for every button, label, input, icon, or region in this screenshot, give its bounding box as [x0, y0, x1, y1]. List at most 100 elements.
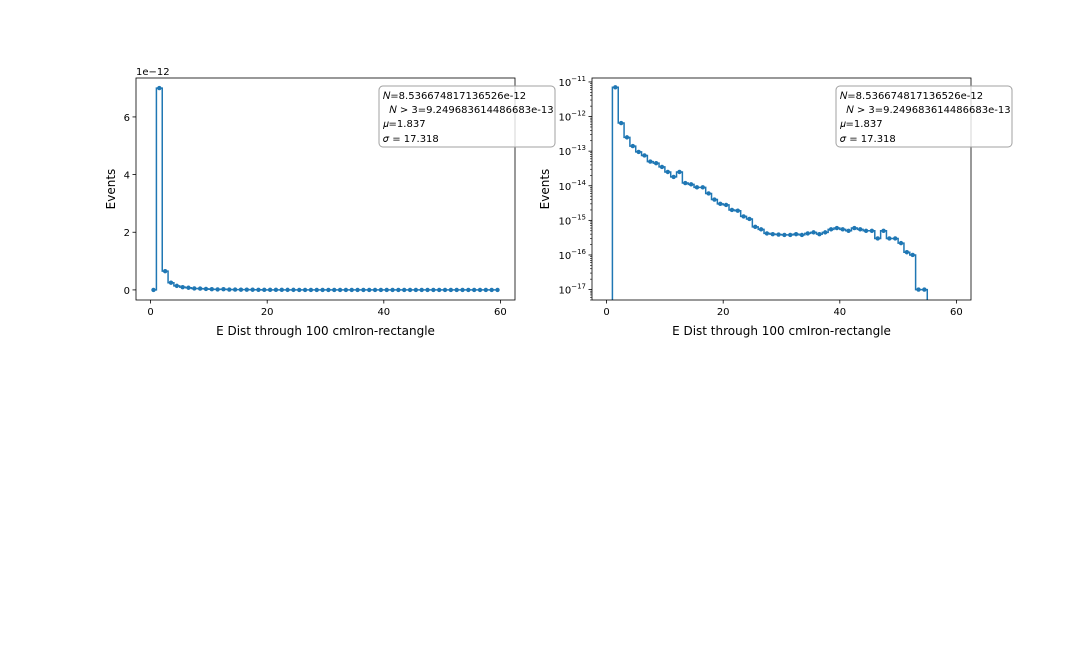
data-point: [618, 120, 624, 126]
data-point: [875, 236, 880, 241]
data-point: [677, 169, 682, 175]
data-point: [378, 287, 384, 293]
data-point: [683, 180, 688, 186]
stats-total-events: 𝑁=8.536674817136526e-12: [840, 91, 983, 102]
data-point: [788, 232, 793, 238]
data-point: [407, 287, 413, 293]
data-point: [764, 231, 770, 236]
data-point: [384, 287, 389, 293]
data-point: [460, 287, 465, 293]
data-point: [630, 143, 636, 149]
data-point: [753, 224, 758, 230]
data-point: [700, 185, 705, 190]
data-point: [390, 287, 395, 293]
data-point: [729, 207, 735, 213]
axes-frame: [135, 77, 516, 301]
stats-events-above-3: 𝑁 > 3=9.249683614486683e-13: [840, 105, 1011, 116]
data-point: [471, 287, 477, 293]
plot-area: [151, 85, 500, 293]
data-point: [747, 216, 752, 222]
data-point: [916, 287, 921, 292]
stats-box-frame: [378, 85, 556, 148]
data-point: [466, 287, 471, 293]
data-point: [723, 202, 729, 208]
data-point: [495, 287, 500, 293]
x-tick-label: 0: [603, 307, 609, 318]
stats-total-events: 𝑁=8.536674817136526e-12: [383, 91, 526, 102]
y-axis-label: Events: [538, 169, 552, 210]
data-point: [846, 228, 851, 233]
data-point: [151, 287, 156, 293]
data-point: [302, 287, 308, 293]
log-histogram-panel: 0 20 40 6010−1710−1610−1510−1410−1310−1210−…: [538, 75, 1013, 338]
data-point: [244, 287, 249, 292]
axis-ticks: 0 20 40 60 0 2 4 6: [124, 113, 507, 318]
stats-events-above-3: 𝑁 > 3=9.249683614486683e-13: [383, 105, 554, 116]
data-point: [893, 236, 898, 241]
data-point: [659, 164, 665, 170]
data-point: [805, 231, 810, 236]
data-point: [828, 227, 834, 232]
stats-box-frame: [835, 85, 1013, 148]
data-point: [297, 287, 302, 293]
data-point: [238, 287, 244, 292]
series-group: [151, 85, 500, 293]
data-point: [425, 287, 430, 293]
data-point: [232, 287, 238, 292]
data-point: [256, 287, 261, 292]
stats-mean: 𝜇=1.837: [840, 119, 883, 130]
data-point: [402, 287, 407, 293]
data-point: [688, 182, 694, 187]
data-point: [648, 159, 653, 164]
data-point: [197, 286, 203, 291]
data-point: [852, 225, 857, 231]
data-point: [192, 286, 197, 291]
x-tick-label: 40: [833, 307, 846, 318]
data-point: [887, 236, 892, 241]
data-point: [793, 231, 799, 237]
data-point: [477, 287, 483, 293]
stats-box: 𝑁=8.536674817136526e-12 𝑁 > 3=9.24968361…: [378, 85, 556, 148]
data-point: [215, 287, 220, 292]
data-point: [735, 208, 740, 213]
stats-sigma: 𝜎 = 17.318: [383, 134, 439, 145]
x-axis-label: E Dist through 100 cmIron-rectangle: [216, 324, 435, 338]
data-point: [203, 286, 209, 292]
x-tick-label: 60: [494, 307, 507, 318]
data-point: [221, 286, 226, 292]
data-point: [227, 287, 232, 292]
data-point: [671, 174, 676, 180]
data-point: [799, 232, 805, 238]
data-point: [613, 85, 618, 90]
data-point: [349, 287, 354, 293]
data-point: [665, 169, 670, 175]
data-point: [817, 231, 822, 237]
data-point: [186, 285, 191, 290]
stats-mean: 𝜇=1.837: [383, 119, 426, 130]
data-point: [636, 149, 641, 155]
data-point: [332, 287, 337, 293]
data-point: [910, 252, 915, 258]
x-tick-label: 0: [147, 307, 153, 318]
data-point: [776, 232, 781, 237]
data-point: [437, 287, 442, 293]
data-point: [262, 287, 267, 293]
data-point: [863, 228, 869, 233]
data-point: [337, 287, 343, 293]
data-point: [642, 153, 647, 158]
data-point: [718, 201, 723, 207]
data-point: [706, 191, 711, 196]
y-tick-label: 2: [124, 228, 130, 239]
data-point: [355, 287, 360, 293]
data-point: [431, 287, 436, 293]
x-tick-label: 60: [950, 307, 963, 318]
data-point: [157, 85, 162, 91]
data-point: [454, 287, 459, 293]
data-point: [770, 231, 775, 237]
data-point: [898, 240, 904, 246]
data-point: [489, 287, 494, 293]
x-tick-label: 40: [377, 307, 390, 318]
stats-box: 𝑁=8.536674817136526e-12 𝑁 > 3=9.24968361…: [835, 85, 1013, 148]
data-point: [782, 232, 787, 238]
